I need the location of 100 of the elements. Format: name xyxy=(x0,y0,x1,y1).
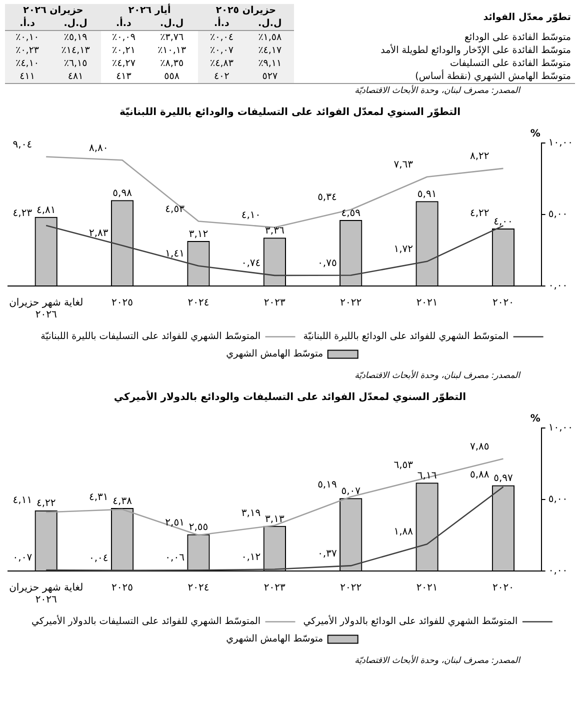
data-label: ٤,٥٩ xyxy=(341,208,361,219)
text: أيار ٢٠٢٦ xyxy=(101,4,198,17)
text: ل.ل. xyxy=(50,17,102,30)
legend-label: متوسّط الهامش الشهري xyxy=(226,634,324,645)
data-label: ١,٨٨ xyxy=(394,526,414,538)
text: ٥٥٨ xyxy=(146,70,198,84)
y-tick-label: ٥,٠٠ xyxy=(548,209,568,220)
text: ٦,١٥٪ xyxy=(50,57,102,70)
text: ٤,١٧٪ xyxy=(246,44,294,57)
text: متوسّط الهامش الشهري (نقطة أساس) xyxy=(294,70,575,84)
legend-label: المتوسّط الشهري للفوائد على الودائع بالليرة اللبنانيّة xyxy=(303,331,509,342)
data-label: ٧,٦٣ xyxy=(394,159,414,170)
data-label: ٨,٢٢ xyxy=(470,151,490,162)
text: د.أ. xyxy=(5,17,50,30)
chart-title: التطوّر السنوي لمعدّل الفوائد على التسليفات والودائع بالليرة اللبنانيّة xyxy=(118,106,462,120)
text: حزيران ٢٠٢٦ xyxy=(5,4,102,17)
y-tick-label: ٠,٠٠ xyxy=(548,566,568,577)
text: متوسّط الفائدة على التسليفات xyxy=(448,57,572,70)
text: ٣,٧٦٪ xyxy=(159,31,185,44)
data-label: ٠,١٢ xyxy=(241,552,261,563)
data-label: ٣,١٩ xyxy=(241,508,261,519)
data-label: ٠,٠٧ xyxy=(12,552,33,564)
text: د.أ. xyxy=(198,17,246,30)
data-label: ٠,٠٤ xyxy=(88,553,108,564)
text: ٠,٠٤٪ xyxy=(198,30,246,44)
data-label: ٠,٣٧ xyxy=(318,548,338,560)
legend-label: المتوسّط الشهري للفوائد على التسليفات بالليرة اللبنانيّة xyxy=(40,331,261,342)
data-label: ٣,١٣ xyxy=(265,514,285,525)
y-axis-title: % xyxy=(530,128,540,140)
x-tick-label: ٢٠٢٠ xyxy=(492,582,514,594)
text: ٩,١١٪ xyxy=(246,57,294,70)
x-tick-label: ٢٠٢٢ xyxy=(340,582,362,594)
data-label: ١,٤١ xyxy=(165,248,184,260)
text: ٤,٨٣٪ xyxy=(198,57,246,70)
data-label: ١,٧٢ xyxy=(394,244,414,255)
text: ل.ل. xyxy=(146,17,198,30)
data-label: ٠,٧٥ xyxy=(318,258,337,269)
data-label: ٤,١١ xyxy=(12,494,32,506)
legend-label: المتوسّط الشهري للفوائد على التسليفات بالدولار الأميركي xyxy=(32,614,261,628)
data-label: ٦,١٦ xyxy=(417,470,437,482)
text: د.أ. xyxy=(101,17,146,30)
text: المصدر: مصرف لبنان، وحدة الأبحاث الاقتصاديّة xyxy=(354,369,522,383)
data-label: ٤,٣٨ xyxy=(112,496,133,507)
text: ٤,٢٧٪ xyxy=(111,57,136,70)
data-label: ٥,١٩ xyxy=(318,479,337,490)
data-label: ٢,٥٥ xyxy=(188,522,208,534)
data-label: ٤,٢٢ xyxy=(36,498,56,510)
data-label: ٩,٠٤ xyxy=(12,139,32,150)
data-label: ٠,٧٤ xyxy=(241,258,261,270)
data-label: ٥,٩١ xyxy=(417,189,437,200)
text: المصدر: مصرف لبنان، وحدة الأبحاث الاقتصاديّة xyxy=(354,654,522,668)
data-label: ٤,٢٣ xyxy=(12,208,33,220)
x-tick-label: ٢٠٢١ xyxy=(416,582,438,594)
legend-label: متوسّط الهامش الشهري xyxy=(226,348,324,360)
x-tick-label: ٢٠٢٥ xyxy=(112,582,134,594)
data-label: ٨,٨٠ xyxy=(88,142,108,154)
text: ٤,١٠٪ xyxy=(5,57,50,70)
text: ٠,١٠٪ xyxy=(5,30,50,44)
text: ٥٢٧ xyxy=(246,70,294,84)
x-tick-label: ٢٠٢٢ xyxy=(340,298,362,309)
data-label: ٥,٩٧ xyxy=(494,473,514,484)
y-tick-label: ١٠,٠٠ xyxy=(548,138,574,149)
text: ل.ل. xyxy=(246,17,294,30)
x-tick-label: ٢٠٢٤ xyxy=(188,298,210,309)
text: ٥,١٩٪ xyxy=(50,30,102,44)
data-label: ٤,٣١ xyxy=(88,492,108,503)
data-label: ٢,٨٣ xyxy=(88,228,109,240)
x-tick-label: ٢٠٢٣ xyxy=(264,298,286,309)
data-label: ٤,٨١ xyxy=(36,204,56,216)
y-tick-label: ١٠,٠٠ xyxy=(548,422,574,434)
text: ٤٠٢ xyxy=(198,70,246,84)
y-axis-title: % xyxy=(530,414,540,425)
x-tick-label: ٢٠٢٥ xyxy=(112,298,134,309)
data-label: ٣,٣٦ xyxy=(265,226,284,237)
y-tick-label: ٠,٠٠ xyxy=(548,280,568,292)
text: ٠,٠٩٪ xyxy=(111,31,136,44)
text: ٠,٢٣٪ xyxy=(5,44,50,57)
x-tick-label: لغاية شهر حزيران ٢٠٢٦ xyxy=(9,582,84,606)
text: ١٤,١٣٪ xyxy=(50,44,102,57)
data-label: ٤,٢٢ xyxy=(470,208,490,220)
data-label: ٧,٨٥ xyxy=(470,441,490,452)
text: المصدر: مصرف لبنان، وحدة الأبحاث الاقتصاديّة xyxy=(354,84,522,98)
text: ٠,٢١٪ xyxy=(111,44,136,57)
data-label: ٤,١٠ xyxy=(241,210,261,221)
data-label: ٤,٠٠ xyxy=(494,216,513,228)
text: متوسّط الفائدة على الودائع xyxy=(464,30,572,44)
text: ٤٨١ xyxy=(50,70,102,84)
x-tick-label: لغاية شهر حزيران ٢٠٢٦ xyxy=(9,298,84,321)
legend-label: المتوسّط الشهري للفوائد على الودائع بالدولار الأميركي xyxy=(303,614,518,628)
data-label: ٥,٠٧ xyxy=(341,486,362,498)
x-tick-label: ٢٠٢٤ xyxy=(188,582,210,594)
text: حزيران ٢٠٢٥ xyxy=(198,4,294,17)
x-tick-label: ٢٠٢٠ xyxy=(492,298,514,309)
chart-title: التطوّر السنوي لمعدّل الفوائد على التسليفات والودائع بالدولار الأميركي xyxy=(112,390,468,405)
text: متوسّط الفائدة على الإدّخار والودائع لطويلة الأمد xyxy=(380,44,572,57)
data-label: ٢,٥١ xyxy=(165,518,184,529)
data-label: ٥,٣٤ xyxy=(318,192,337,204)
text: ٨,٣٥٪ xyxy=(159,57,185,70)
data-label: ٥,٩٨ xyxy=(112,188,133,200)
text: ٤١١ xyxy=(5,70,50,84)
